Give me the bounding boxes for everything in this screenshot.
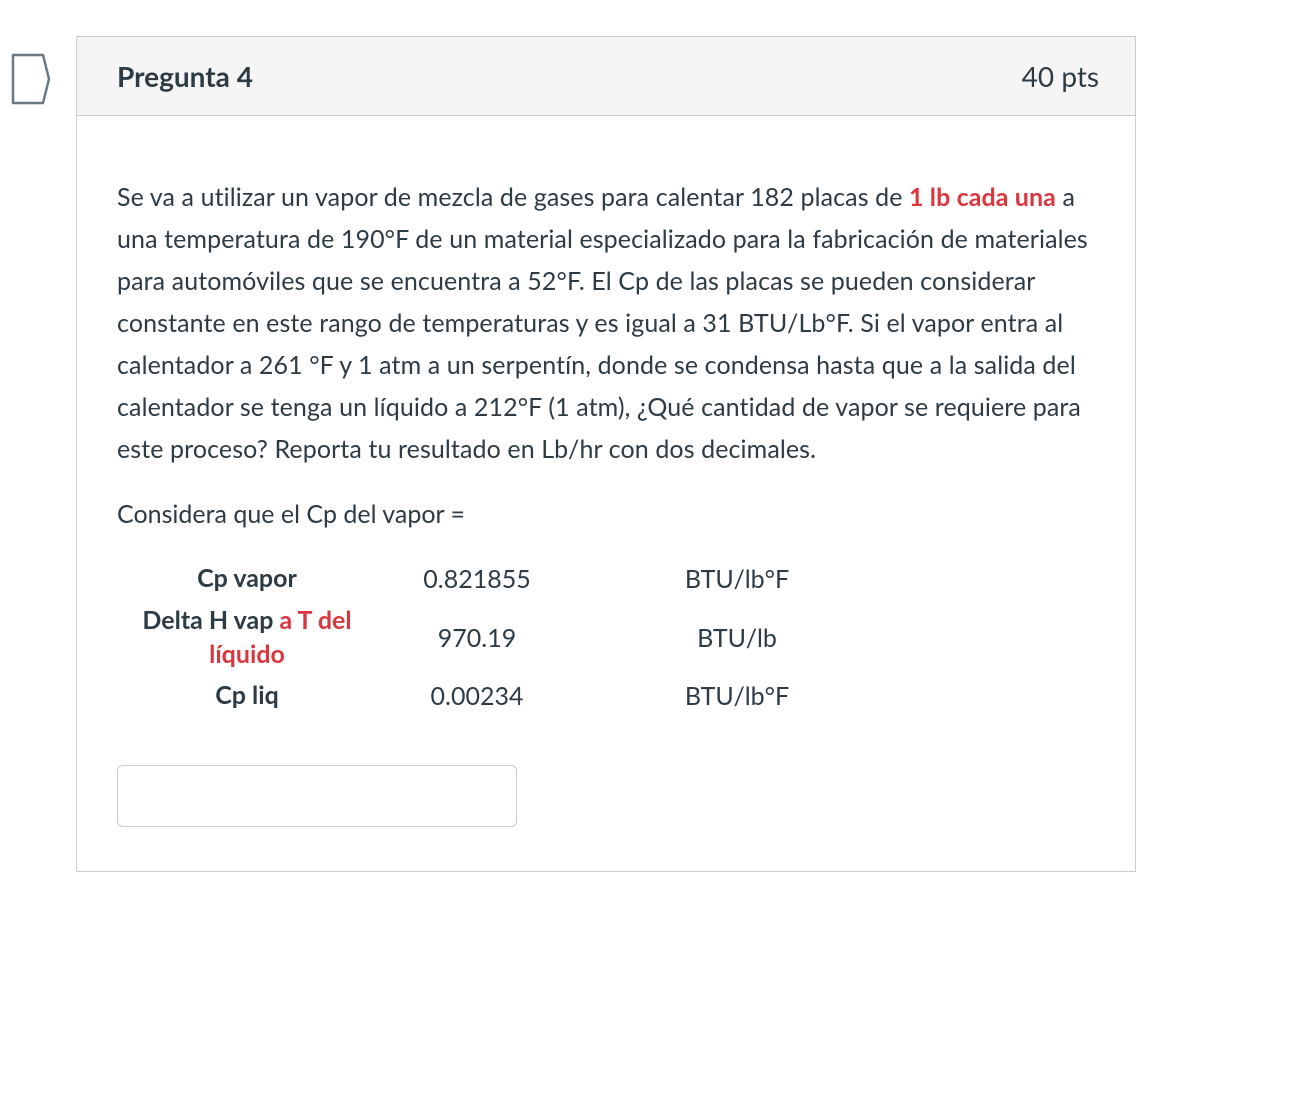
prompt-text-2: a una temperatura de 190°F de un materia… bbox=[117, 182, 1088, 464]
answer-container bbox=[117, 765, 1095, 827]
bookmark-flag-icon[interactable] bbox=[10, 52, 52, 106]
question-prompt: Se va a utilizar un vapor de mezcla de g… bbox=[117, 176, 1095, 470]
cp-table: Cp vapor 0.821855 BTU/lb°F Delta H vap a… bbox=[117, 558, 857, 717]
table-label: Cp vapor bbox=[117, 558, 377, 600]
table-unit: BTU/lb°F bbox=[577, 558, 857, 600]
page-root: Pregunta 4 40 pts Se va a utilizar un va… bbox=[0, 0, 1306, 1098]
question-card: Pregunta 4 40 pts Se va a utilizar un va… bbox=[76, 36, 1136, 872]
label-plain: Cp liq bbox=[215, 680, 279, 710]
table-row: Cp liq 0.00234 BTU/lb°F bbox=[117, 675, 857, 717]
label-plain: Delta H vap bbox=[142, 605, 279, 635]
question-title: Pregunta 4 bbox=[117, 59, 253, 93]
table-unit: BTU/lb°F bbox=[577, 675, 857, 717]
prompt-highlight-1: 1 lb cada una bbox=[909, 182, 1056, 212]
table-value: 0.00234 bbox=[377, 675, 577, 717]
consider-line: Considera que el Cp del vapor = bbox=[117, 494, 1095, 534]
question-body: Se va a utilizar un vapor de mezcla de g… bbox=[77, 116, 1135, 871]
question-header: Pregunta 4 40 pts bbox=[77, 37, 1135, 116]
answer-input[interactable] bbox=[117, 765, 517, 827]
table-row: Delta H vap a T del líquido 970.19 BTU/l… bbox=[117, 600, 857, 676]
table-value: 0.821855 bbox=[377, 558, 577, 600]
prompt-text-1: Se va a utilizar un vapor de mezcla de g… bbox=[117, 182, 909, 212]
table-unit: BTU/lb bbox=[577, 600, 857, 676]
label-plain: Cp vapor bbox=[197, 563, 297, 593]
table-value: 970.19 bbox=[377, 600, 577, 676]
question-points: 40 pts bbox=[1022, 59, 1099, 93]
table-row: Cp vapor 0.821855 BTU/lb°F bbox=[117, 558, 857, 600]
table-label: Delta H vap a T del líquido bbox=[117, 600, 377, 676]
table-label: Cp liq bbox=[117, 675, 377, 717]
